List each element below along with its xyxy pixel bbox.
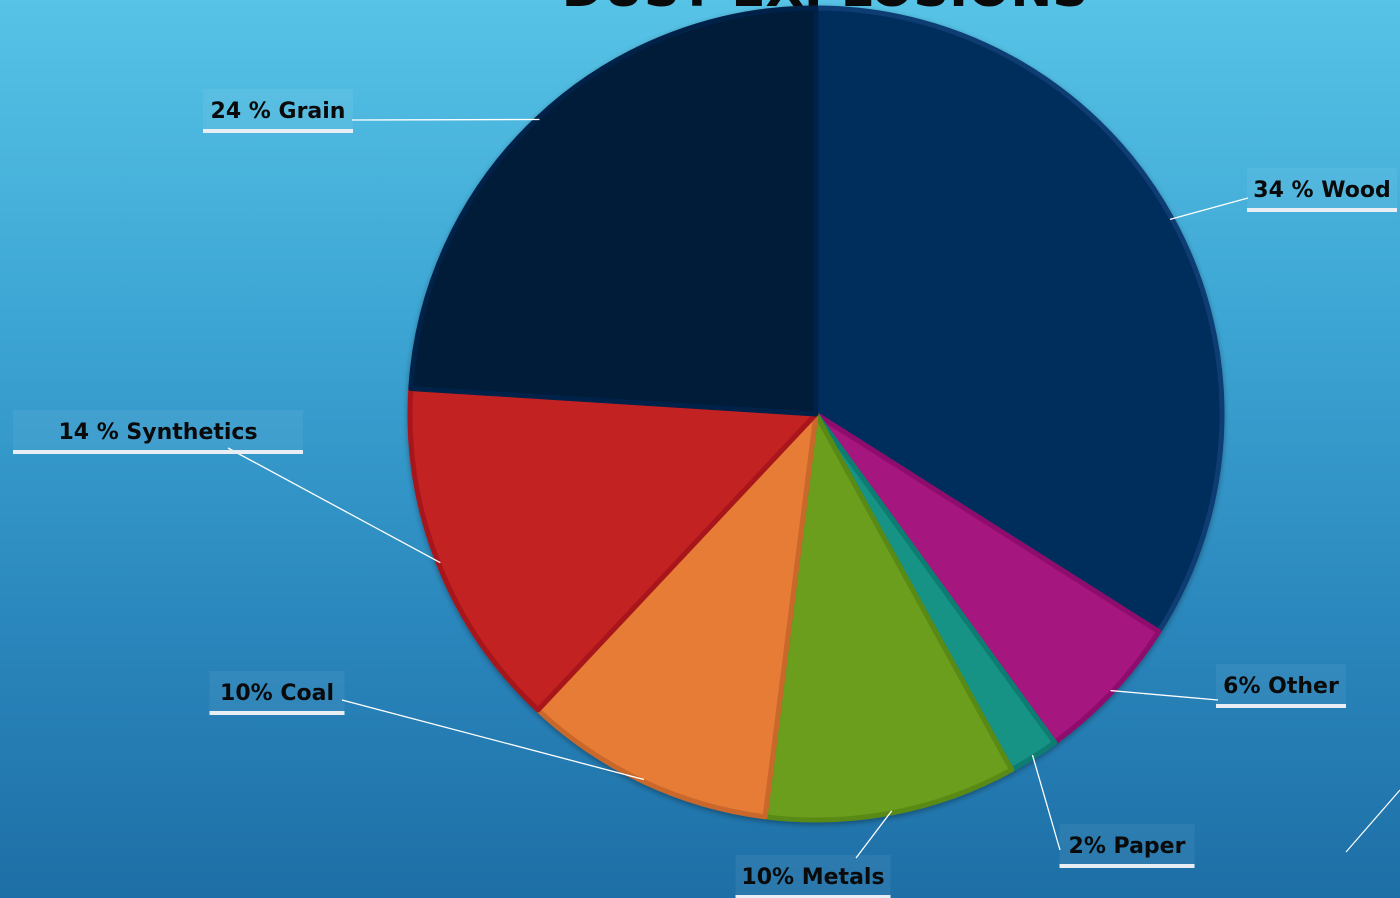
slice-label-6: 14 % Synthetics [13, 410, 303, 454]
slice-label-text: 10% Metals [741, 865, 884, 890]
pie-slice-6 [407, 386, 819, 713]
pie-slice-7 [408, 5, 819, 417]
slice-label-3: 2% Paper [1059, 824, 1195, 868]
label-box [1247, 168, 1397, 212]
leader-line-4 [855, 810, 893, 859]
label-underline [735, 895, 891, 898]
slice-label-5: 10% Coal [209, 671, 345, 715]
label-box [735, 855, 891, 898]
label-underline [1247, 208, 1397, 212]
slice-label-text: 34 % Wood [1253, 178, 1390, 203]
leader-line-3 [1031, 754, 1061, 851]
slice-label-7: 24 % Grain [203, 89, 353, 133]
label-box [1059, 824, 1195, 868]
pie-slice-2 [813, 411, 1162, 745]
slice-labels: 34 % Wood 6% Other 2% Paper 10% Metals 10% C… [13, 89, 1397, 898]
leader-line-6 [227, 447, 441, 564]
decorative-line [1345, 789, 1400, 853]
slice-label-2: 6% Other [1216, 664, 1346, 708]
label-underline [13, 450, 303, 454]
slice-label-text: 10% Coal [220, 681, 334, 706]
slice-label-text: 6% Other [1223, 674, 1339, 699]
slice-label-text: 2% Paper [1069, 834, 1186, 859]
leader-lines [227, 118, 1249, 859]
pie-slice-5 [535, 411, 819, 820]
label-underline [203, 129, 353, 133]
label-box [13, 410, 303, 454]
label-box [1216, 664, 1346, 708]
label-underline [1216, 704, 1346, 708]
leader-line-1 [1169, 197, 1249, 220]
slice-label-text: 24 % Grain [211, 99, 346, 124]
label-box [209, 671, 345, 715]
pie-slice-4 [762, 411, 1015, 823]
label-box [203, 89, 353, 133]
leader-line-7 [351, 118, 540, 121]
leader-line-2 [1110, 689, 1219, 701]
slice-label-1: 34 % Wood [1247, 168, 1397, 212]
label-underline [1059, 864, 1195, 868]
label-underline [209, 711, 345, 715]
slice-label-4: 10% Metals [735, 855, 891, 898]
slice-label-text: 14 % Synthetics [58, 420, 257, 445]
pie-slices [407, 5, 1225, 823]
leader-line-5 [341, 699, 645, 781]
